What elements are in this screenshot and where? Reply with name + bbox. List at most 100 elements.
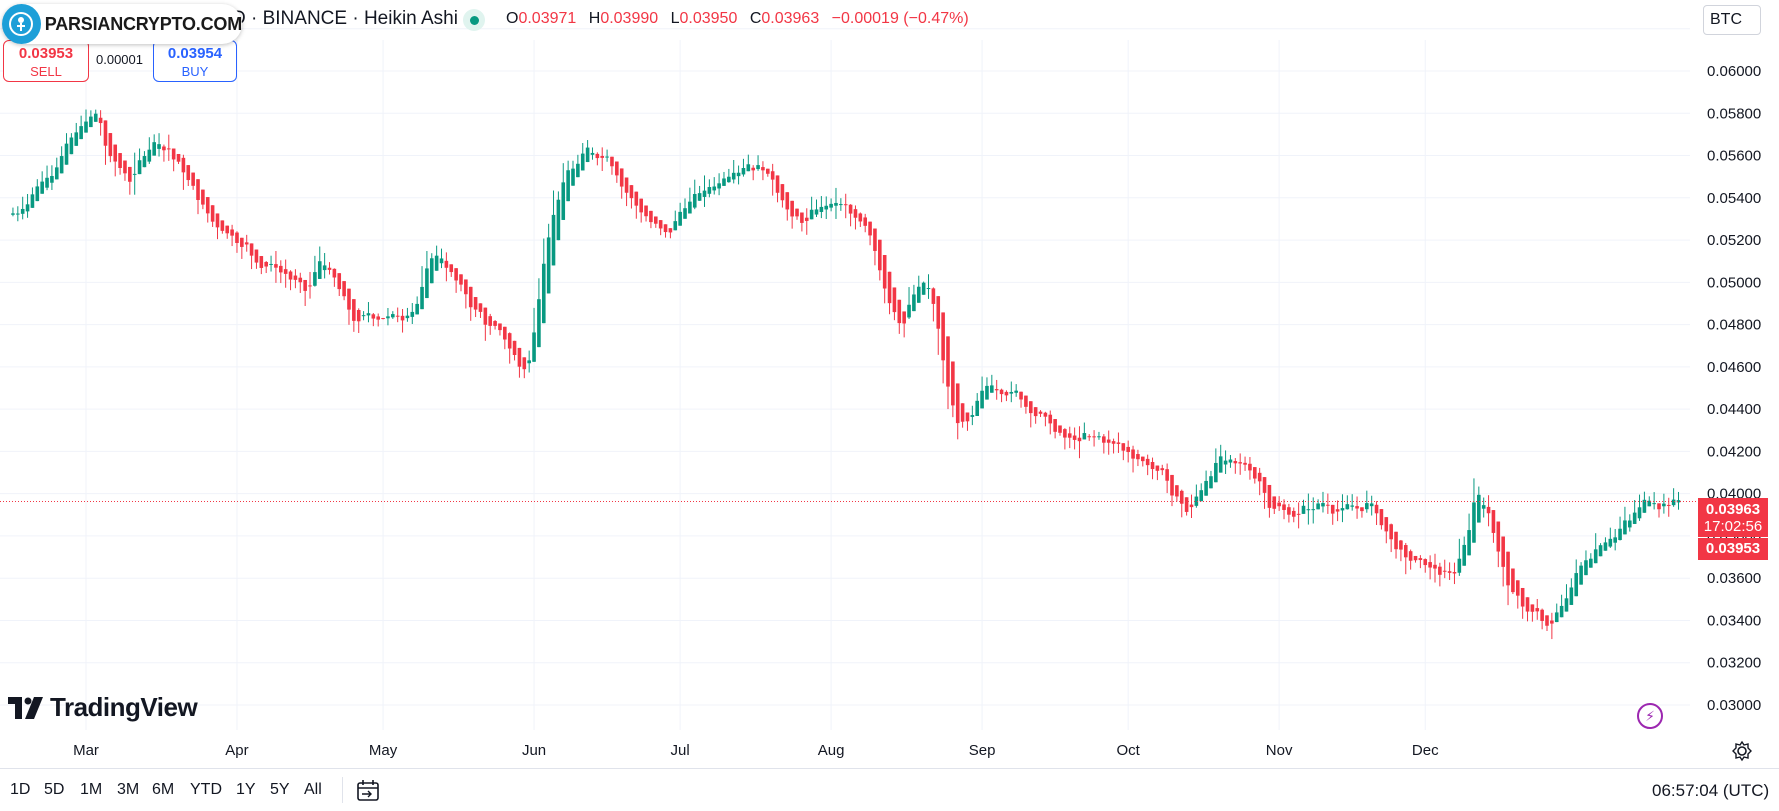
- range-all-button[interactable]: All: [304, 781, 322, 798]
- candle-body: [1038, 411, 1043, 414]
- candle-body: [1145, 458, 1150, 466]
- live-dot-icon: [463, 9, 485, 31]
- x-tick-label: Jul: [671, 742, 690, 759]
- brand-text: PARSIANCRYPTO.COM: [44, 13, 242, 34]
- candle-body: [1559, 605, 1564, 618]
- range-1d-button[interactable]: 1D: [10, 781, 31, 798]
- price-chart[interactable]: 0.062000.060000.058000.056000.054000.052…: [0, 0, 1779, 768]
- tradingview-logo-icon: [8, 696, 43, 719]
- currency-selector[interactable]: BTC: [1703, 5, 1761, 35]
- candle-body: [1350, 505, 1354, 507]
- candle-body: [410, 311, 415, 317]
- symbol-title[interactable]: D · BINANCE · Heikin Ashi: [232, 8, 458, 29]
- candle-body: [975, 400, 980, 416]
- candle-body: [1545, 615, 1549, 626]
- candle-body: [449, 264, 454, 273]
- candle-body: [1140, 456, 1145, 462]
- candle-body: [1550, 620, 1554, 624]
- candle-body: [317, 261, 322, 279]
- candle-body: [1335, 509, 1340, 512]
- candle-body: [225, 225, 230, 234]
- range-6m-button[interactable]: 6M: [152, 781, 175, 798]
- range-ytd-button[interactable]: YTD: [190, 781, 222, 798]
- utc-clock[interactable]: 06:57:04 (UTC): [1652, 781, 1770, 800]
- candle-body: [946, 336, 950, 387]
- candle-body: [1087, 436, 1092, 438]
- y-tick-label: 0.03200: [1707, 655, 1761, 672]
- candle-body: [1028, 401, 1033, 414]
- candle-body: [459, 274, 463, 285]
- candle-body: [1326, 504, 1330, 506]
- candle-body: [819, 206, 824, 212]
- candle-body: [103, 120, 108, 146]
- candle-body: [1584, 560, 1588, 576]
- x-tick-label: Apr: [225, 742, 248, 759]
- candle-body: [259, 256, 264, 268]
- candle-body: [1525, 597, 1530, 612]
- candle-body: [210, 205, 215, 222]
- candle-body: [1004, 391, 1009, 396]
- candle-body: [1501, 536, 1505, 567]
- candle-body: [1077, 437, 1082, 442]
- candle-body: [366, 313, 371, 316]
- ohlc-open: 0.03971: [518, 10, 577, 27]
- candle-body: [1287, 507, 1291, 515]
- candle-body: [751, 167, 755, 171]
- candle-body: [254, 249, 259, 263]
- candle-body: [283, 269, 288, 274]
- candle-body: [697, 193, 702, 201]
- candle-body: [40, 181, 44, 194]
- candle-body: [108, 133, 113, 157]
- last-price-badge: 0.03963 17:02:56: [1698, 498, 1768, 537]
- candle-body: [64, 143, 69, 165]
- candle-body: [921, 282, 926, 295]
- tradingview-text: TradingView: [50, 692, 198, 722]
- calendar-goto-icon[interactable]: [355, 779, 381, 803]
- candle-body: [464, 279, 468, 295]
- candle-body: [1462, 544, 1467, 566]
- candle-body: [1170, 474, 1174, 496]
- candle-body: [702, 190, 707, 197]
- buy-button[interactable]: 0.03954 BUY: [153, 40, 237, 82]
- candle-body: [1165, 469, 1169, 481]
- candle-body: [1486, 506, 1491, 514]
- candle-body: [1092, 436, 1096, 438]
- range-5d-button[interactable]: 5D: [44, 781, 65, 798]
- candle-body: [985, 385, 989, 400]
- candle-body: [1067, 433, 1072, 438]
- candle-body: [50, 176, 54, 183]
- candle-body: [853, 209, 858, 218]
- candle-body: [308, 285, 312, 287]
- range-1m-button[interactable]: 1M: [80, 781, 103, 798]
- candle-body: [1019, 391, 1023, 400]
- candle-body: [707, 187, 712, 194]
- bolt-icon[interactable]: ⚡: [1637, 703, 1663, 729]
- sell-button[interactable]: 0.03953 SELL: [3, 40, 89, 82]
- range-5y-button[interactable]: 5Y: [270, 781, 290, 798]
- range-1y-button[interactable]: 1Y: [236, 781, 256, 798]
- candle-body: [371, 314, 376, 319]
- candle-body: [84, 121, 88, 133]
- candle-body: [532, 332, 536, 362]
- range-3m-button[interactable]: 3M: [117, 781, 140, 798]
- candle-body: [488, 316, 493, 326]
- candle-body: [1248, 463, 1252, 471]
- tradingview-watermark[interactable]: TradingView: [8, 692, 198, 723]
- candle-body: [503, 326, 507, 340]
- candle-body: [1438, 566, 1442, 575]
- candle-body: [1447, 571, 1452, 573]
- candle-body: [420, 286, 424, 310]
- y-tick-label: 0.05600: [1707, 148, 1761, 165]
- candle-body: [1136, 454, 1140, 460]
- candle-body: [1613, 537, 1617, 543]
- x-tick-label: Aug: [818, 742, 845, 759]
- candle-body: [1228, 459, 1233, 463]
- buy-label: BUY: [181, 64, 209, 79]
- candle-body: [1009, 391, 1014, 394]
- candle-body: [834, 202, 838, 206]
- gear-icon[interactable]: [1731, 740, 1753, 762]
- candle-body: [863, 217, 867, 226]
- candle-body: [142, 156, 147, 168]
- candle-body: [1511, 568, 1515, 593]
- candle-body: [1262, 477, 1267, 493]
